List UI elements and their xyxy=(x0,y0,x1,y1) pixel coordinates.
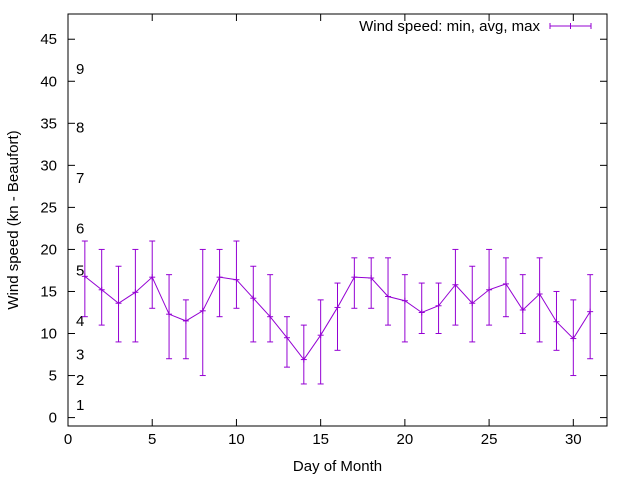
x-tick-label: 5 xyxy=(148,431,156,448)
beaufort-label: 8 xyxy=(76,120,84,137)
plot-frame xyxy=(67,13,608,427)
beaufort-label: 7 xyxy=(76,170,84,187)
error-bar xyxy=(418,282,425,335)
error-bar xyxy=(401,274,408,343)
error-bar xyxy=(519,274,526,335)
x-tick-label: 10 xyxy=(228,431,245,448)
error-bar xyxy=(368,257,375,309)
error-bar xyxy=(132,248,139,343)
beaufort-label: 6 xyxy=(76,221,84,238)
error-bar xyxy=(385,257,392,326)
error-bar xyxy=(250,265,257,343)
y-tick-label: 30 xyxy=(40,157,57,174)
x-tick-label: 0 xyxy=(64,431,72,448)
y-tick-label: 25 xyxy=(40,199,57,216)
error-bar xyxy=(502,257,509,318)
legend: Wind speed: min, avg, max xyxy=(359,18,592,35)
legend-label: Wind speed: min, avg, max xyxy=(359,18,540,35)
y-tick-label: 45 xyxy=(40,31,57,48)
x-tick-label: 20 xyxy=(397,431,414,448)
y-tick-label: 20 xyxy=(40,241,57,258)
y-tick-label: 40 xyxy=(40,73,57,90)
x-axis: 0 5 10 15 20 25 30 xyxy=(64,14,582,448)
error-bar xyxy=(334,282,341,351)
error-bar xyxy=(351,257,358,309)
beaufort-label: 5 xyxy=(76,263,84,280)
beaufort-scale: 1 2 3 4 5 6 7 8 9 xyxy=(76,61,84,414)
error-bar xyxy=(283,316,290,368)
y-tick-label: 5 xyxy=(49,368,57,385)
error-bar xyxy=(300,324,307,385)
error-bar xyxy=(216,248,223,318)
beaufort-label: 3 xyxy=(76,347,84,364)
x-tick-label: 25 xyxy=(481,431,498,448)
error-bar xyxy=(317,299,324,385)
beaufort-label: 9 xyxy=(76,61,84,78)
x-tick-label: 30 xyxy=(565,431,582,448)
x-tick-label: 15 xyxy=(312,431,329,448)
y-axis-title: Wind speed (kn - Beaufort) xyxy=(5,130,22,309)
beaufort-label: 4 xyxy=(76,313,84,330)
y-tick-label: 15 xyxy=(40,283,57,300)
error-bar xyxy=(182,299,189,360)
beaufort-label: 2 xyxy=(76,372,84,389)
series-layer xyxy=(81,240,594,385)
error-bar xyxy=(536,257,543,343)
y-tick-label: 10 xyxy=(40,326,57,343)
x-axis-title: Day of Month xyxy=(293,458,382,475)
error-bar xyxy=(267,274,274,343)
y-tick-label: 0 xyxy=(49,410,57,427)
error-bar xyxy=(233,240,240,309)
y-tick-label: 35 xyxy=(40,115,57,132)
error-bar xyxy=(587,274,594,360)
beaufort-label: 1 xyxy=(76,397,84,414)
